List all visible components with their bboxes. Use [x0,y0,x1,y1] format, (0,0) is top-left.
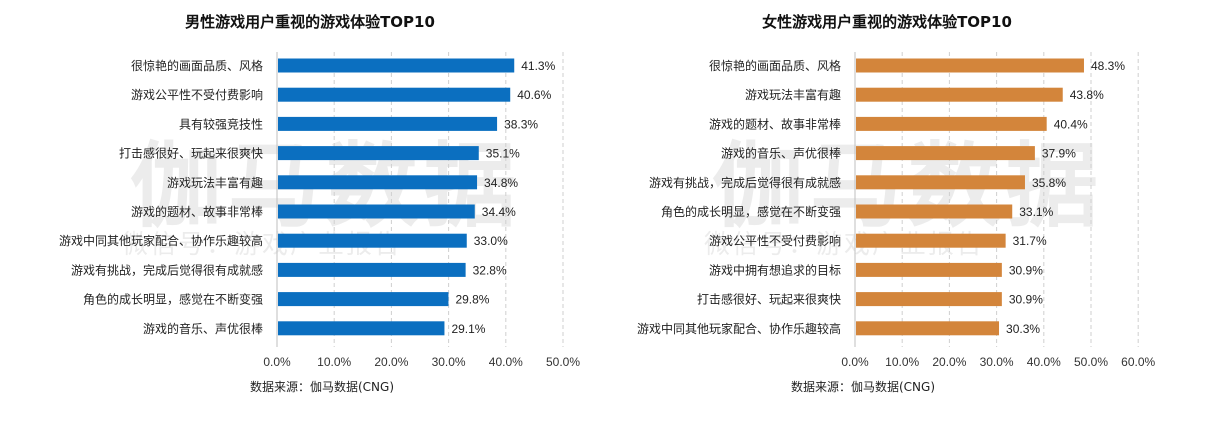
female-value-label: 35.8% [1032,176,1066,190]
female-bar [856,87,1063,102]
male-bar [278,146,479,161]
male-value-label: 29.1% [451,322,485,336]
male-value-label: 29.8% [455,293,489,307]
male-value-label: 38.3% [504,117,538,131]
female-category-label: 游戏有挑战，完成后觉得很有成就感 [649,175,841,190]
male-bar [278,233,467,248]
female-category-label: 游戏公平性不受付费影响 [709,233,841,248]
male-bar [278,321,445,336]
female-bar [856,146,1035,161]
male-chart-title: 男性游戏用户重视的游戏体验TOP10 [185,13,435,31]
female-value-label: 31.7% [1013,234,1047,248]
female-bar [856,262,1002,277]
female-bar [856,292,1002,307]
male-x-tick-label: 30.0% [432,355,466,369]
female-bar [856,116,1047,131]
female-value-label: 30.9% [1009,293,1043,307]
male-x-tick-label: 0.0% [263,355,291,369]
male-value-label: 35.1% [486,147,520,161]
male-value-label: 40.6% [517,88,551,102]
female-value-label: 43.8% [1070,88,1104,102]
male-x-tick-label: 40.0% [489,355,523,369]
female-bar [856,175,1025,190]
male-bar [278,204,475,219]
female-category-label: 游戏玩法丰富有趣 [745,87,841,102]
male-x-tick-label: 10.0% [317,355,351,369]
male-value-label: 34.8% [484,176,518,190]
female-bar [856,58,1084,73]
male-category-label: 游戏中同其他玩家配合、协作乐趣较高 [59,233,263,248]
female-x-tick-label: 20.0% [932,355,966,369]
male-x-tick-label: 50.0% [546,355,580,369]
male-bar [278,175,478,190]
male-value-label: 32.8% [473,263,507,277]
female-bar [856,233,1006,248]
female-bar [856,204,1013,219]
male-x-tick-label: 20.0% [374,355,408,369]
female-source-note: 数据来源：伽马数据(CNG) [791,379,935,394]
male-bar [278,116,498,131]
female-category-label: 游戏的题材、故事非常棒 [709,116,841,131]
female-x-tick-label: 60.0% [1121,355,1155,369]
female-x-tick-label: 40.0% [1027,355,1061,369]
male-bar [278,58,515,73]
female-value-label: 37.9% [1042,147,1076,161]
female-x-tick-label: 0.0% [841,355,869,369]
female-value-label: 33.1% [1019,205,1053,219]
female-category-label: 很惊艳的画面品质、风格 [709,58,841,73]
male-bar [278,87,511,102]
female-value-label: 30.9% [1009,263,1043,277]
female-x-tick-label: 30.0% [980,355,1014,369]
male-value-label: 41.3% [521,59,555,73]
female-value-label: 48.3% [1091,59,1125,73]
male-source-note: 数据来源：伽马数据(CNG) [250,379,394,394]
male-category-label: 游戏的题材、故事非常棒 [131,204,263,219]
female-value-label: 30.3% [1006,322,1040,336]
male-category-label: 游戏玩法丰富有趣 [167,175,263,190]
male-category-label: 角色的成长明显，感觉在不断变强 [83,292,263,307]
male-value-label: 34.4% [482,205,516,219]
female-chart-title: 女性游戏用户重视的游戏体验TOP10 [762,13,1012,31]
female-bar [856,321,1000,336]
male-category-label: 游戏的音乐、声优很棒 [143,321,263,336]
male-category-label: 打击感很好、玩起来很爽快 [119,146,263,161]
male-category-label: 具有较强竞技性 [179,116,263,131]
female-category-label: 游戏中拥有想追求的目标 [709,262,841,277]
female-category-label: 角色的成长明显，感觉在不断变强 [661,204,841,219]
male-category-label: 游戏有挑战，完成后觉得很有成就感 [71,262,263,277]
male-value-label: 33.0% [474,234,508,248]
male-bar [278,262,466,277]
female-x-tick-label: 10.0% [885,355,919,369]
male-category-label: 很惊艳的画面品质、风格 [131,58,263,73]
female-category-label: 游戏中同其他玩家配合、协作乐趣较高 [637,321,841,336]
female-value-label: 40.4% [1054,117,1088,131]
female-category-label: 游戏的音乐、声优很棒 [721,146,841,161]
male-bar [278,292,449,307]
male-category-label: 游戏公平性不受付费影响 [131,87,263,102]
female-x-tick-label: 50.0% [1074,355,1108,369]
female-category-label: 打击感很好、玩起来很爽快 [697,292,841,307]
